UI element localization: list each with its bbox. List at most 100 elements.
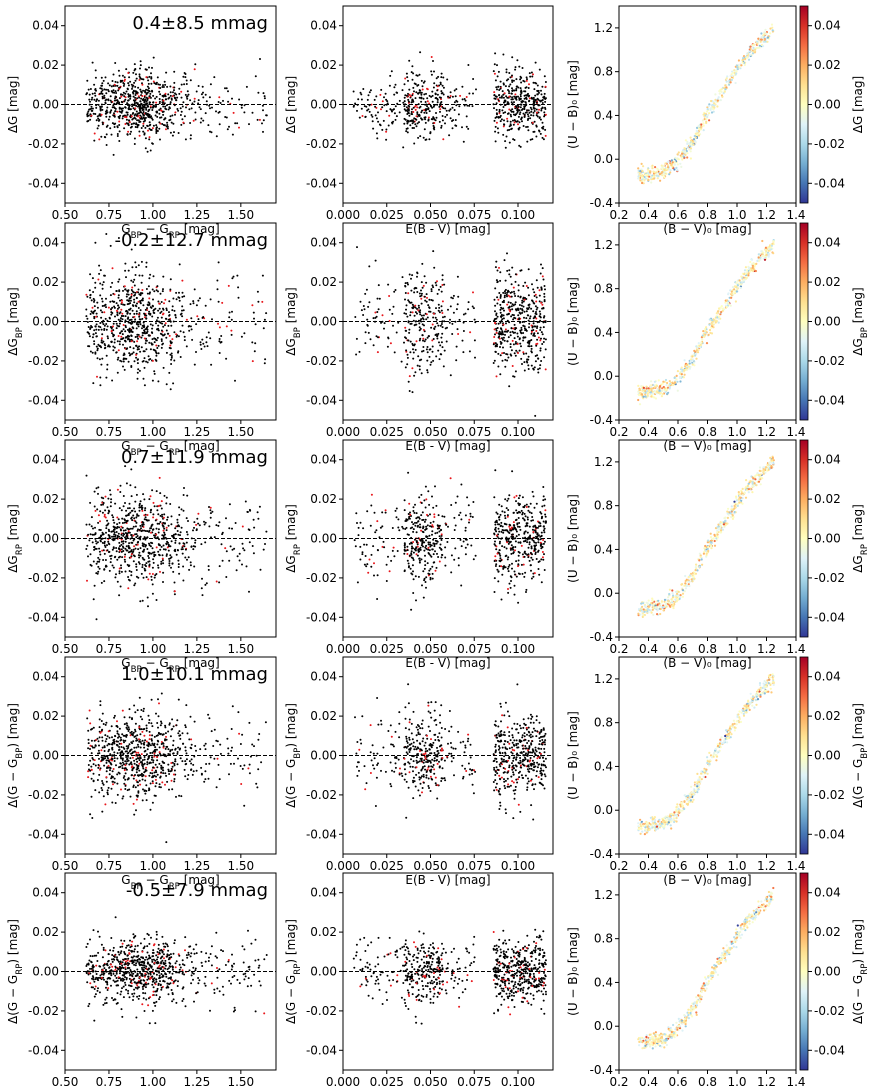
black-point — [93, 300, 95, 303]
black-point — [520, 81, 523, 84]
black-point — [542, 306, 545, 309]
colorbar-tick-label: 0.04 — [814, 236, 841, 250]
cc-point — [675, 158, 679, 161]
black-point — [381, 106, 384, 109]
black-point — [144, 126, 147, 129]
black-point — [511, 308, 514, 311]
black-point — [416, 122, 419, 125]
black-point — [121, 117, 124, 120]
black-point — [494, 79, 497, 82]
black-point — [109, 286, 112, 288]
y-tick-label: 0.4 — [594, 325, 613, 339]
black-point — [502, 346, 504, 349]
red-point — [535, 111, 538, 114]
cc-point — [700, 341, 703, 344]
black-point — [192, 545, 195, 548]
black-point — [152, 124, 155, 127]
black-point — [142, 521, 145, 524]
series-point-black — [429, 131, 432, 134]
cc-point — [720, 88, 723, 91]
black-point — [521, 101, 523, 104]
black-point — [421, 334, 424, 337]
black-point — [405, 72, 408, 75]
black-point — [96, 306, 99, 309]
black-point — [152, 309, 155, 312]
black-point — [404, 94, 407, 97]
black-point — [86, 79, 89, 82]
black-point — [163, 102, 166, 105]
black-point — [456, 275, 459, 278]
black-point — [492, 362, 495, 364]
black-point — [527, 95, 530, 98]
black-point — [95, 98, 98, 101]
black-point — [138, 345, 141, 348]
black-point — [507, 336, 510, 339]
black-point — [139, 547, 142, 550]
black-point — [405, 337, 408, 340]
black-point — [116, 133, 119, 135]
black-point — [136, 371, 139, 374]
red-point — [404, 77, 407, 80]
black-point — [441, 346, 444, 349]
cc-point — [692, 138, 696, 141]
black-point — [172, 382, 175, 385]
cc-point — [695, 357, 698, 360]
black-point — [228, 125, 230, 128]
black-point — [264, 358, 267, 361]
black-point — [226, 128, 229, 131]
cc-point — [659, 391, 662, 395]
series-point-red — [426, 87, 428, 90]
series-point-black — [102, 79, 105, 82]
colorbar-tick-label: -0.04 — [814, 393, 845, 407]
black-point — [543, 75, 546, 78]
black-point — [113, 114, 116, 117]
black-point — [422, 97, 425, 100]
series-point-black — [146, 150, 149, 153]
black-point — [424, 338, 427, 341]
black-point — [141, 542, 144, 545]
black-point — [165, 329, 168, 332]
black-point — [504, 365, 507, 368]
black-point — [456, 303, 459, 306]
black-point — [522, 352, 525, 355]
black-point — [499, 308, 502, 311]
black-point — [388, 84, 391, 87]
black-point — [500, 342, 502, 345]
black-point — [202, 119, 205, 122]
black-point — [525, 86, 528, 89]
black-point — [172, 534, 175, 537]
red-point — [411, 311, 414, 314]
x-tick-label: 1.2 — [757, 425, 776, 439]
y-axis-label: ΔGBP [mag] — [284, 287, 303, 355]
black-point — [93, 340, 96, 343]
black-point — [396, 91, 399, 94]
black-point — [106, 523, 109, 526]
black-point — [106, 519, 109, 522]
cc-point — [745, 276, 748, 279]
black-point — [174, 539, 177, 542]
y-tick-label: -0.02 — [28, 354, 59, 368]
black-point — [99, 539, 102, 542]
black-point — [124, 326, 127, 329]
black-point — [436, 337, 439, 340]
black-point — [158, 109, 161, 111]
cc-point — [748, 266, 751, 269]
series-point-black — [359, 300, 362, 303]
cc-point — [714, 93, 717, 96]
black-point — [519, 307, 522, 310]
cc-point — [666, 381, 669, 385]
black-point — [444, 115, 447, 118]
black-point — [138, 528, 141, 531]
cc-point — [763, 31, 766, 34]
y-tick-label: 0.00 — [32, 98, 59, 112]
cc-point — [733, 291, 736, 294]
cc-point — [718, 315, 721, 318]
black-point — [149, 291, 151, 294]
black-point — [519, 93, 522, 96]
black-point — [416, 291, 419, 293]
cc-point — [638, 403, 642, 406]
black-point — [499, 295, 502, 298]
red-point — [120, 335, 123, 338]
black-point — [195, 304, 198, 307]
black-point — [148, 564, 151, 567]
